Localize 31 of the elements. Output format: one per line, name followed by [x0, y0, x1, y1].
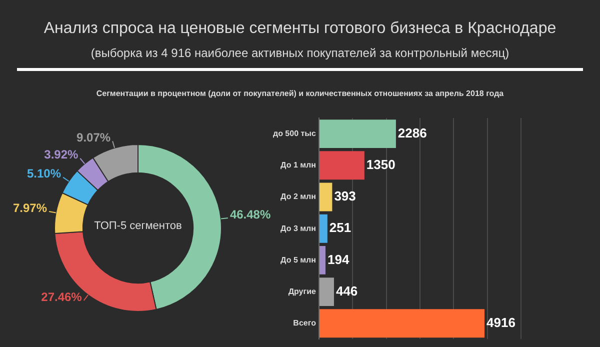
data-label: 46.48%	[230, 207, 271, 222]
data-label: 446	[336, 283, 358, 298]
y-tick-label: До 3 млн	[280, 224, 316, 233]
bar	[319, 151, 364, 180]
text: ТОП-5 сегментов	[93, 220, 183, 232]
bar	[319, 278, 334, 306]
text: (выборка из 4 916 наиболее активных покупателей за контрольный месяц)	[90, 46, 510, 60]
data-label: 7.97%	[12, 200, 48, 215]
data-label: 3.92%	[44, 148, 79, 162]
data-label: 5.10%	[26, 166, 62, 181]
y-tick-label: до 500 тыс	[272, 129, 316, 138]
y-tick-label: До 5 млн	[280, 255, 316, 264]
bar	[319, 246, 326, 274]
data-label: 9.07%	[76, 130, 111, 144]
chart-title: Анализ спроса на ценовые сегменты готового бизнеса в Краснодаре	[42, 20, 558, 38]
y-tick-label: До 1 млн	[280, 160, 316, 170]
y-tick-label: Другие	[288, 287, 316, 296]
data-label: 194	[327, 252, 350, 267]
y-tick-label: До 2 млн	[280, 192, 316, 202]
data-label: 251	[329, 220, 352, 236]
data-label: 4916	[486, 314, 516, 330]
data-label: 2286	[398, 125, 427, 140]
y-tick-label: Всего	[293, 318, 316, 328]
text: Сегментации в процентном (доли от покупателей) и количественных отношениях за апрель 2018 года	[95, 89, 505, 98]
bar	[319, 182, 332, 212]
bar	[319, 309, 484, 338]
data-label: 1350	[366, 156, 396, 172]
bar	[319, 214, 328, 243]
data-label: 27.46%	[41, 290, 82, 304]
data-label: 393	[334, 188, 356, 204]
bar	[319, 120, 396, 148]
